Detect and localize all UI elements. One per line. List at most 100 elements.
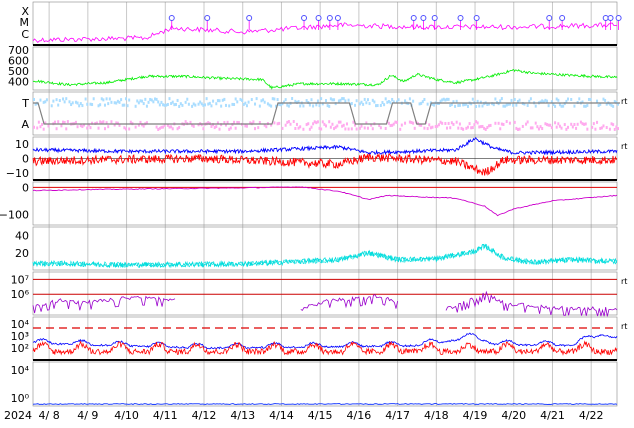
sector-dot-away — [342, 123, 345, 127]
sector-dot-toward — [528, 99, 531, 103]
sector-dot-away — [163, 123, 166, 127]
sector-dot-toward — [242, 102, 245, 106]
sector-dot-away — [278, 121, 281, 125]
sector-dot-away — [600, 126, 603, 130]
ylabel-electron-6: 10⁶ — [11, 288, 30, 301]
sector-dot-toward — [52, 99, 55, 103]
panel-frame-sector — [32, 91, 618, 136]
sector-dot-toward — [105, 97, 108, 101]
sector-dot-toward — [108, 97, 111, 101]
sector-dot-toward — [379, 103, 382, 107]
sector-dot-away — [608, 127, 611, 131]
sector-dot-away — [371, 127, 374, 131]
sector-dot-toward — [391, 97, 394, 101]
sector-dot-toward — [273, 97, 276, 101]
sector-dot-away — [413, 126, 416, 130]
sector-dots — [33, 97, 619, 131]
sector-dot-toward — [239, 97, 242, 101]
sector-dot-away — [295, 122, 298, 126]
sector-dot-toward — [279, 103, 282, 107]
sector-dot-away — [479, 125, 482, 129]
sector-dot-toward — [363, 97, 366, 101]
sector-dot-toward — [134, 104, 137, 108]
sector-dot-toward — [287, 104, 290, 108]
right-label-proton: rt — [621, 322, 627, 331]
sector-dot-toward — [478, 104, 481, 108]
sector-dot-toward — [447, 97, 450, 101]
sector-dot-away — [531, 126, 534, 130]
sector-dot-away — [541, 127, 544, 131]
sector-dot-away — [558, 124, 561, 128]
sector-dot-toward — [173, 103, 176, 107]
sector-dot-toward — [149, 97, 152, 101]
sector-dot-toward — [205, 97, 208, 101]
sector-dot-toward — [613, 99, 616, 103]
sector-dot-away — [331, 122, 334, 126]
sector-dot-toward — [328, 104, 331, 108]
sector-dot-away — [341, 124, 344, 128]
sector-dot-away — [128, 127, 131, 131]
sector-dot-toward — [497, 102, 500, 106]
x-tick-label-2024-04-08: 4/ 8 — [39, 409, 60, 422]
sector-dot-toward — [596, 99, 599, 103]
sector-dot-toward — [63, 100, 66, 104]
sector-dot-away — [544, 122, 547, 126]
sector-dot-toward — [516, 99, 519, 103]
sector-dot-away — [575, 126, 578, 130]
sector-dot-away — [320, 127, 323, 131]
sector-dot-away — [265, 125, 268, 129]
sector-dot-away — [63, 121, 66, 125]
sector-dot-away — [360, 124, 363, 128]
sector-dot-toward — [578, 97, 581, 101]
sector-dot-away — [592, 122, 595, 126]
sector-dot-away — [160, 125, 163, 129]
sector-dot-toward — [158, 103, 161, 107]
sector-dot-away — [33, 125, 35, 129]
sector-dot-toward — [197, 102, 200, 106]
sector-dot-away — [224, 123, 227, 127]
sector-dot-away — [484, 127, 487, 131]
ylabel-wind-500: 500 — [8, 65, 29, 78]
sector-dot-toward — [444, 98, 447, 102]
sector-dot-away — [336, 124, 339, 128]
sector-dot-away — [216, 121, 219, 125]
sector-dot-away — [308, 127, 311, 131]
x-tick-label-2024-04-09: 4/ 9 — [77, 409, 98, 422]
sector-dot-toward — [523, 102, 526, 106]
sector-dot-away — [508, 121, 511, 125]
sector-dot-away — [565, 127, 568, 131]
sector-dot-away — [134, 125, 137, 129]
sector-dot-toward — [463, 103, 466, 107]
sector-dot-toward — [573, 104, 576, 108]
sector-dot-away — [579, 120, 582, 124]
sector-dot-toward — [250, 98, 253, 102]
sector-dot-away — [234, 126, 237, 130]
sector-dot-toward — [263, 100, 266, 104]
sector-dot-away — [310, 125, 313, 129]
sector-dot-toward — [302, 104, 305, 108]
sector-dot-toward — [76, 101, 79, 105]
sector-dot-toward — [481, 104, 484, 108]
sector-dot-toward — [366, 98, 369, 102]
sector-dot-away — [315, 121, 318, 125]
ylabel-dst--100: −100 — [0, 208, 29, 221]
sector-dot-toward — [321, 102, 324, 106]
sector-dot-toward — [142, 102, 145, 106]
sector-dot-toward — [602, 97, 605, 101]
x-tick-label-2024-04-16: 4/16 — [347, 409, 372, 422]
sector-dot-away — [237, 121, 240, 125]
sector-dot-toward — [291, 97, 294, 101]
sector-dot-away — [313, 120, 316, 124]
x-tick-label-2024-04-22: 4/22 — [579, 409, 604, 422]
sector-dot-away — [455, 120, 458, 124]
flare-marker-0 — [168, 15, 175, 21]
sector-dot-away — [87, 123, 90, 127]
sector-dot-away — [475, 120, 478, 124]
sector-dot-toward — [299, 104, 302, 108]
sector-dot-toward — [597, 103, 600, 107]
sector-dot-away — [547, 123, 550, 127]
sector-dot-away — [536, 125, 539, 129]
sector-dot-away — [563, 123, 566, 127]
flare-marker-10 — [457, 15, 464, 21]
